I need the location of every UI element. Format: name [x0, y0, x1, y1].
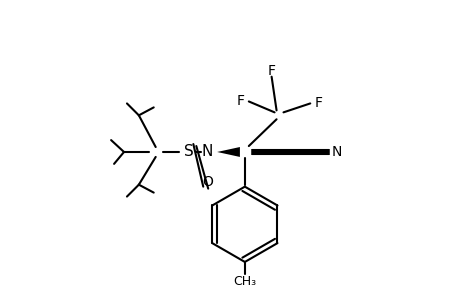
Polygon shape: [217, 147, 240, 157]
Text: F: F: [267, 64, 275, 78]
Text: F: F: [313, 96, 321, 110]
Text: N: N: [331, 145, 341, 159]
Text: S: S: [183, 145, 193, 160]
Text: N: N: [201, 145, 213, 160]
Text: O: O: [202, 175, 212, 189]
Text: F: F: [236, 94, 244, 109]
Text: CH₃: CH₃: [233, 275, 256, 288]
